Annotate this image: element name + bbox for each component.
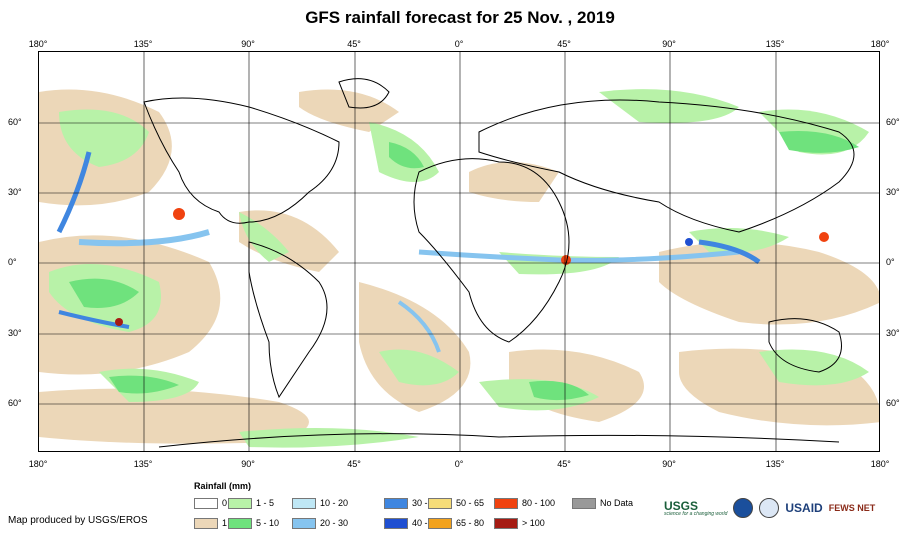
legend-swatch — [194, 497, 218, 509]
legend-label: 80 - 100 — [522, 498, 556, 508]
lon-tick-top: 45° — [347, 39, 361, 49]
lon-tick-top: 135° — [133, 39, 153, 49]
legend-item: 20 - 30 — [292, 517, 348, 529]
usaid-logo: USAID — [785, 501, 823, 515]
lat-tick-right: 60° — [886, 398, 900, 408]
lon-tick-top: 180° — [870, 39, 890, 49]
legend-label: 40 - 50 — [412, 518, 441, 528]
legend-item: 50 - 65 — [428, 497, 484, 509]
fews-net-logo: FEWS NET — [828, 502, 876, 513]
lon-tick-bottom: 180° — [28, 459, 48, 469]
legend-label: No Data — [600, 498, 634, 508]
coastlines — [143, 78, 855, 448]
legend-title: Rainfall (mm) — [194, 481, 252, 491]
legend-label: 1 — [222, 518, 228, 528]
legend-item: 1 - 5 — [228, 497, 274, 509]
legend-item: 65 - 80 — [428, 517, 484, 529]
legend-label: 0 — [222, 498, 228, 508]
legend-item: 1 — [194, 517, 227, 529]
legend-label: 10 - 20 — [320, 498, 349, 508]
lat-tick-left: 30° — [8, 328, 22, 338]
legend-label: 50 - 65 — [456, 498, 485, 508]
legend-swatch — [428, 497, 452, 509]
graticule — [39, 52, 879, 451]
legend-item: No Data — [572, 497, 633, 509]
lon-tick-bottom: 90° — [662, 459, 676, 469]
lon-tick-top: 90° — [241, 39, 255, 49]
lon-tick-bottom: 45° — [347, 459, 361, 469]
lon-tick-top: 0° — [454, 39, 464, 49]
legend-swatch — [384, 497, 408, 509]
lon-tick-top: 135° — [765, 39, 785, 49]
lon-tick-top: 180° — [28, 39, 48, 49]
legend-swatch — [228, 517, 252, 529]
lat-tick-right: 30° — [886, 328, 900, 338]
legend-item: 80 - 100 — [494, 497, 555, 509]
logo-strip: USGS science for a changing world USAID … — [664, 498, 875, 518]
lon-tick-bottom: 135° — [133, 459, 153, 469]
legend-swatch — [292, 497, 316, 509]
lon-tick-top: 45° — [557, 39, 571, 49]
lat-tick-right: 0° — [886, 257, 895, 267]
lon-tick-bottom: 135° — [765, 459, 785, 469]
legend-label: 20 - 30 — [320, 518, 349, 528]
lat-tick-left: 0° — [8, 257, 17, 267]
credit-text: Map produced by USGS/EROS — [8, 515, 148, 526]
lon-tick-bottom: 45° — [557, 459, 571, 469]
lon-tick-bottom: 180° — [870, 459, 890, 469]
lat-tick-right: 30° — [886, 187, 900, 197]
legend-item: > 100 — [494, 517, 545, 529]
legend-swatch — [494, 517, 518, 529]
lon-tick-bottom: 90° — [241, 459, 255, 469]
legend-swatch — [228, 497, 252, 509]
legend-swatch — [572, 497, 596, 509]
legend-label: 5 - 10 — [256, 518, 280, 528]
rain-5-10mm-areas — [69, 131, 859, 401]
lat-tick-left: 60° — [8, 117, 22, 127]
usgs-logo: USGS science for a changing world — [664, 500, 727, 517]
map-canvas — [39, 52, 879, 451]
noaa-seal-icon — [733, 498, 754, 518]
legend-swatch — [428, 517, 452, 529]
map-title: GFS rainfall forecast for 25 Nov. , 2019 — [305, 8, 615, 27]
legend-label: > 100 — [522, 518, 545, 528]
legend-swatch — [292, 517, 316, 529]
nasa-seal-icon — [759, 498, 780, 518]
legend-label: 30 - 40 — [412, 498, 441, 508]
lat-tick-left: 30° — [8, 187, 22, 197]
legend-item: 0 — [194, 497, 227, 509]
legend-swatch — [194, 517, 218, 529]
legend-swatch — [384, 517, 408, 529]
usgs-tagline: science for a changing world — [664, 510, 728, 517]
legend-item: 30 - 40 — [384, 497, 440, 509]
rainfall-map — [38, 51, 880, 452]
lat-tick-right: 60° — [886, 117, 900, 127]
lat-tick-left: 60° — [8, 398, 22, 408]
legend-item: 40 - 50 — [384, 517, 440, 529]
legend-swatch — [494, 497, 518, 509]
legend-item: 5 - 10 — [228, 517, 279, 529]
lon-tick-top: 90° — [662, 39, 676, 49]
legend-label: 1 - 5 — [256, 498, 275, 508]
usgs-logo-text: USGS — [664, 498, 699, 513]
legend-label: 65 - 80 — [456, 518, 485, 528]
lon-tick-bottom: 0° — [454, 459, 464, 469]
legend-item: 10 - 20 — [292, 497, 348, 509]
rain-heavy-areas — [56, 151, 829, 353]
